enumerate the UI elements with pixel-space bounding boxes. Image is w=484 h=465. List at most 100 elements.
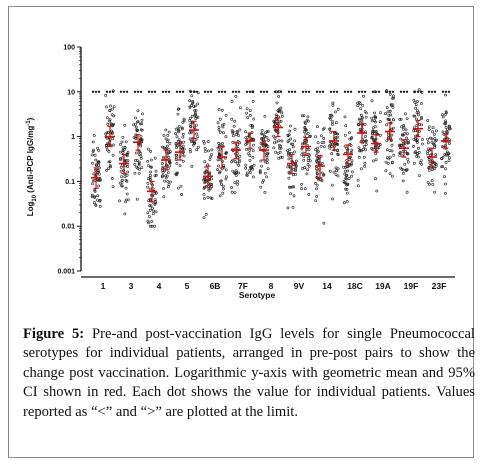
- data-point: [251, 143, 255, 147]
- data-point: [106, 148, 109, 152]
- data-point: [97, 148, 101, 152]
- data-point: [132, 123, 136, 127]
- data-point: [194, 117, 198, 120]
- data-point: [280, 114, 284, 118]
- data-point: [358, 129, 362, 133]
- data-point: [427, 125, 431, 129]
- data-point: [373, 119, 376, 123]
- data-point: [180, 127, 184, 131]
- data-point: [149, 204, 153, 208]
- data-point: [343, 115, 347, 119]
- data-point: [333, 110, 337, 114]
- data-point: [108, 160, 112, 164]
- data-point: [236, 182, 239, 186]
- data-point: [207, 188, 211, 192]
- data-point: [147, 215, 151, 218]
- data-point: [230, 117, 234, 121]
- data-point: [123, 212, 127, 216]
- data-point: [237, 158, 241, 162]
- data-point: [427, 182, 431, 186]
- data-point: [96, 198, 99, 202]
- data-point-limit: [433, 90, 437, 94]
- data-point: [137, 163, 141, 167]
- data-point: [216, 121, 220, 125]
- data-point: [417, 146, 420, 150]
- data-point: [133, 171, 137, 175]
- data-point: [386, 161, 390, 165]
- data-point: [92, 172, 96, 176]
- data-point-limit: [195, 90, 199, 94]
- data-point: [258, 170, 262, 174]
- data-point: [433, 139, 437, 143]
- figure-panel: 100 10 1 0.1 0.01 0.001 1 3 4 5 6B 7F 8 9V 14 18C 19A 19F…: [8, 6, 475, 458]
- data-point: [443, 175, 446, 179]
- data-point: [166, 144, 169, 148]
- data-point: [331, 197, 334, 201]
- data-point: [263, 115, 267, 118]
- data-point: [190, 104, 194, 107]
- data-point: [302, 130, 306, 134]
- data-point: [377, 144, 381, 148]
- data-point: [137, 171, 141, 175]
- data-point: [392, 96, 396, 100]
- data-point-limit: [209, 90, 213, 94]
- data-point-limit: [441, 90, 445, 94]
- data-point: [252, 163, 256, 167]
- data-point: [248, 109, 252, 113]
- data-point: [361, 104, 365, 107]
- data-point: [305, 172, 309, 176]
- data-point: [330, 145, 334, 148]
- data-point: [349, 155, 353, 159]
- data-point: [135, 197, 139, 201]
- data-point: [332, 170, 336, 174]
- data-point: [168, 164, 172, 168]
- data-point: [358, 148, 362, 152]
- data-point: [440, 156, 444, 160]
- data-point: [301, 151, 305, 155]
- data-point: [91, 161, 94, 165]
- data-point: [221, 184, 225, 188]
- data-point: [331, 123, 334, 126]
- data-point: [385, 123, 389, 127]
- data-point: [248, 158, 252, 162]
- data-point: [174, 158, 178, 162]
- data-point: [375, 189, 379, 193]
- data-point: [217, 164, 220, 168]
- data-point: [218, 171, 221, 175]
- data-point: [196, 102, 200, 106]
- data-point: [234, 94, 238, 98]
- data-point: [111, 153, 115, 157]
- data-point: [307, 148, 311, 152]
- data-point: [287, 157, 291, 161]
- data-point: [148, 173, 152, 177]
- data-point: [154, 173, 158, 177]
- y-label-part: (Anti-PCP IgG/mg: [26, 126, 35, 195]
- data-point: [133, 162, 137, 166]
- data-point-limit: [125, 90, 129, 94]
- data-point-limit: [402, 90, 406, 94]
- data-point: [433, 146, 437, 149]
- data-point-limit: [343, 90, 347, 94]
- data-point: [90, 153, 94, 157]
- data-point: [385, 106, 389, 110]
- data-point: [137, 162, 141, 166]
- data-point: [261, 180, 265, 184]
- data-point: [119, 165, 123, 169]
- data-point: [301, 114, 304, 118]
- data-point: [134, 116, 138, 120]
- data-point: [245, 173, 249, 177]
- data-point: [218, 157, 222, 161]
- data-point: [90, 195, 94, 199]
- data-point: [202, 141, 206, 145]
- data-point: [217, 108, 221, 111]
- data-point: [98, 166, 101, 170]
- data-point: [217, 125, 221, 129]
- data-point: [371, 159, 375, 163]
- data-point: [275, 101, 279, 105]
- data-point: [249, 165, 253, 169]
- data-point: [334, 121, 338, 125]
- data-point: [384, 112, 387, 116]
- data-point: [445, 150, 449, 154]
- data-point: [420, 138, 424, 141]
- caption-text: Pre-and post-vaccination IgG levels for …: [23, 326, 475, 420]
